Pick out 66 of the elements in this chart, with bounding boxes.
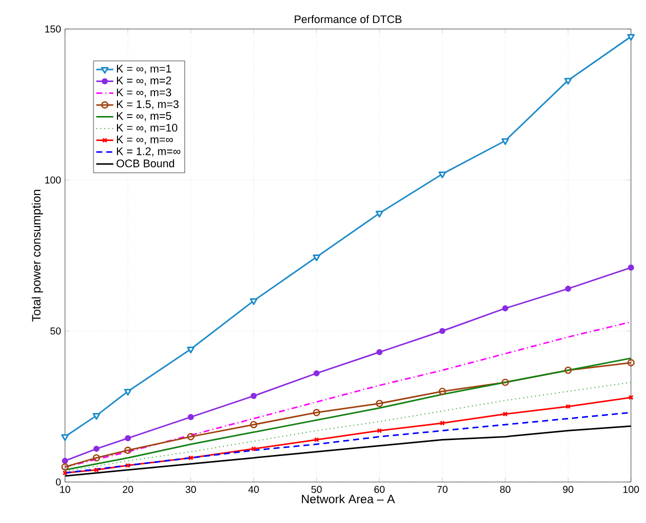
point — [250, 298, 258, 306]
legend-label: K = ∞, m=10 — [116, 124, 178, 133]
y-tick-label: 0 — [56, 478, 61, 486]
point — [501, 138, 509, 145]
point — [376, 210, 384, 218]
point — [93, 446, 100, 452]
point — [627, 34, 635, 41]
point — [124, 388, 132, 396]
chart-title: Performance of DTCB — [294, 15, 402, 24]
point — [564, 366, 572, 374]
x-tick-label: 50 — [311, 486, 322, 493]
point — [314, 437, 320, 442]
point — [188, 455, 194, 460]
legend-label: K = ∞, m=2 — [116, 76, 172, 86]
x-tick-label: 70 — [437, 486, 448, 493]
point — [125, 462, 130, 468]
legend-label: K = ∞, m=5 — [116, 112, 172, 122]
x-tick-label: 100 — [623, 486, 639, 493]
point — [94, 467, 99, 472]
point — [62, 458, 68, 464]
point — [251, 446, 256, 452]
point — [124, 446, 132, 454]
x-tick-label: 10 — [60, 486, 70, 493]
legend-label: OCB Bound — [116, 159, 174, 168]
x-tick-label: 90 — [563, 486, 574, 493]
point — [376, 349, 382, 356]
point — [438, 388, 446, 396]
x-tick-label: 20 — [122, 486, 134, 493]
point — [92, 413, 100, 420]
legend-label: K = 1.2, m=∞ — [116, 147, 180, 156]
y-tick-label: 150 — [45, 25, 61, 33]
point — [187, 433, 194, 440]
point — [92, 454, 100, 462]
x-axis-title: Network Area – A — [302, 494, 395, 504]
point — [312, 408, 320, 416]
point — [250, 420, 258, 428]
legend-label: K = 1.5, m=3 — [116, 100, 179, 110]
point — [502, 412, 508, 417]
point — [564, 78, 572, 85]
point — [312, 254, 320, 262]
point — [440, 420, 445, 426]
legend-label: K = ∞, m=1 — [116, 64, 172, 74]
point — [502, 305, 508, 312]
y-tick-label: 50 — [50, 327, 61, 335]
x-tick-label: 60 — [374, 486, 385, 493]
point — [439, 328, 446, 334]
legend-label: K = ∞, m=∞ — [116, 136, 173, 145]
x-tick-label: 40 — [248, 486, 259, 493]
point — [566, 404, 571, 410]
point — [186, 346, 195, 354]
point — [376, 400, 384, 408]
x-tick-label: 30 — [186, 486, 196, 493]
point — [250, 392, 257, 399]
point — [565, 286, 572, 292]
point — [502, 378, 509, 386]
x-tick-label: 80 — [500, 486, 510, 493]
point — [124, 435, 131, 442]
legend-label: K = ∞, m=3 — [116, 88, 172, 98]
point — [376, 428, 382, 434]
point — [438, 171, 446, 178]
point — [628, 264, 634, 271]
y-axis-title: Total power consumption — [32, 190, 43, 322]
line-series — [65, 412, 631, 474]
y-tick-label: 100 — [45, 176, 61, 184]
point — [314, 370, 320, 376]
point — [188, 414, 194, 420]
